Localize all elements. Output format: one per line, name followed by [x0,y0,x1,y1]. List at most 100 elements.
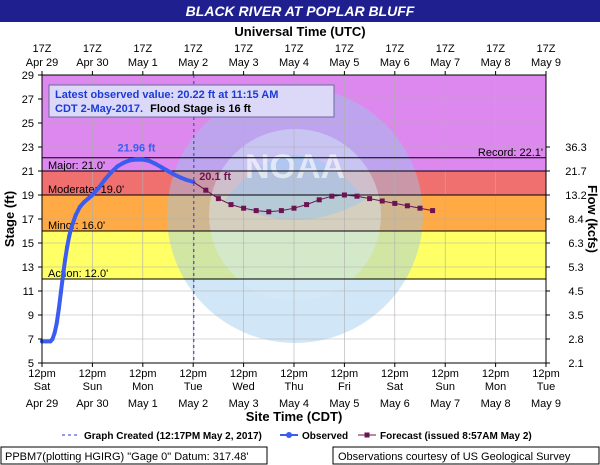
footer-credit: Observations courtesy of US Geological S… [338,451,571,463]
stage-tick-label: 25 [22,118,34,130]
legend-observed-marker [286,432,292,438]
stage-tick-label: 23 [22,142,34,154]
bottom-axis-title: Site Time (CDT) [246,409,343,424]
site-tick-day: Mon [132,381,153,393]
forecast-point [253,208,259,214]
svg-text:CDT 2-May-2017. Flood Stag: CDT 2-May-2017. Flood Stage is 16 ft [55,103,251,115]
stage-axis-label: Stage (ft) [2,191,17,247]
observed-point [86,196,91,201]
utc-tick-date: May 3 [229,57,259,69]
site-tick-day: Sun [435,381,455,393]
flow-tick-label: 13.2 [565,190,586,202]
observed-point [153,161,158,166]
forecast-point [354,193,360,199]
observed-point [115,164,120,169]
flow-tick-label: 21.7 [565,166,586,178]
forecast-point [203,187,209,193]
forecast-point [215,196,221,202]
legend-forecast: Forecast (issued 8:57AM May 2) [380,431,532,442]
observed-point [109,170,114,175]
utc-tick-date: May 6 [380,57,410,69]
utc-tick-time: 17Z [385,43,404,55]
site-tick-time: 12pm [381,368,409,380]
forecast-point [404,203,410,209]
flow-tick-label: 2.8 [568,334,583,346]
observed-point [54,321,59,326]
observed-point [73,213,78,218]
observed-point [63,257,68,262]
utc-tick-date: May 7 [430,57,460,69]
peak-label: 21.96 ft [118,142,156,154]
stage-tick-label: 19 [22,190,34,202]
utc-tick-time: 17Z [133,43,152,55]
site-tick-time: 12pm [482,368,510,380]
observed-point [172,172,177,177]
site-tick-date: May 5 [329,398,359,410]
site-tick-time: 12pm [179,368,207,380]
flow-axis: 2.1 2.8 3.5 4.5 5.3 6.3 8.4 13.2 21.7 36.3 [546,142,587,370]
observed-point [128,158,133,163]
flood-label-minor: Minor: 16.0' [48,220,105,232]
forecast-point [291,205,297,211]
latest-value-box [48,84,335,118]
observed-point [52,331,57,335]
title-bar [0,0,600,22]
site-tick-day: Fri [338,381,351,393]
observed-point [166,169,170,173]
forecast-point [278,208,284,214]
legend: Graph Created (12:17PM May 2, 2017) Obse… [62,431,532,442]
site-tick-day: Sat [34,381,51,393]
site-tick-day: Thu [285,381,304,393]
site-tick-date: May 2 [178,398,208,410]
utc-tick-date: May 1 [128,57,158,69]
observed-point [50,337,55,341]
utc-tick-time: 17Z [335,43,354,55]
observed-point [121,160,126,165]
site-tick-date: May 6 [380,398,410,410]
flow-tick-label: 2.1 [568,358,583,370]
forecast-point [266,209,272,215]
observed-point [67,233,72,238]
site-tick-day: Mon [485,381,506,393]
utc-tick-time: 17Z [83,43,102,55]
observed-point [184,178,189,182]
utc-tick-date: Apr 30 [76,57,108,69]
forecast-point [341,192,347,198]
site-tick-time: 12pm [331,368,359,380]
stage-tick-label: 27 [22,94,34,106]
legend-forecast-marker [364,432,370,438]
utc-tick-date: May 9 [531,57,561,69]
flow-tick-label: 36.3 [565,142,586,154]
utc-tick-date: May 4 [279,57,309,69]
utc-tick-time: 17Z [537,43,556,55]
stage-tick-label: 15 [22,238,34,250]
site-tick-time: 12pm [532,368,560,380]
top-axis-title: Universal Time (UTC) [234,24,365,39]
site-tick-time: 12pm [129,368,157,380]
flow-tick-label: 4.5 [568,286,583,298]
footer-datum: PPBM7(plotting HGIRG) "Gage 0" Datum: 31… [5,451,248,463]
site-tick-date: May 3 [229,398,259,410]
forecast-point [417,205,423,211]
observed-point [61,273,65,278]
utc-tick-time: 17Z [184,43,203,55]
flood-stage-note: Flood Stage is 16 ft [150,103,251,115]
observed-point [77,205,82,209]
latest-value-line1: Latest observed value: 20.22 ft at 11:15… [55,89,278,101]
observed-point [140,157,145,162]
flood-label-moderate: Moderate: 19.0' [48,184,124,196]
observed-point [90,193,95,197]
flow-tick-label: 6.3 [568,238,583,250]
utc-tick-time: 17Z [234,43,253,55]
site-tick-day: Wed [232,381,254,393]
site-tick-date: May 7 [430,398,460,410]
site-tick-date: Apr 29 [26,398,58,410]
latest-label: 20.1 ft [199,171,231,183]
legend-observed: Observed [302,431,348,442]
observed-point [159,165,164,170]
utc-tick-date: May 2 [178,57,208,69]
stage-tick-label: 5 [28,358,34,370]
stage-tick-label: 9 [28,310,34,322]
site-tick-date: Apr 30 [76,398,108,410]
forecast-point [329,193,335,199]
